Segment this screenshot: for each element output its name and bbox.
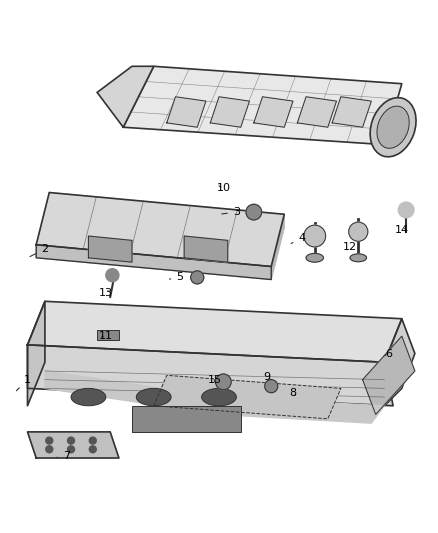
Text: 14: 14: [395, 224, 409, 235]
Circle shape: [46, 446, 53, 453]
Polygon shape: [36, 192, 284, 266]
Circle shape: [398, 202, 414, 218]
Circle shape: [265, 379, 278, 393]
Polygon shape: [167, 97, 206, 127]
Circle shape: [215, 374, 231, 390]
Circle shape: [89, 446, 96, 453]
Circle shape: [67, 437, 74, 444]
Polygon shape: [28, 301, 45, 406]
Text: 11: 11: [99, 331, 113, 341]
Bar: [132, 406, 241, 432]
Circle shape: [89, 437, 96, 444]
Circle shape: [246, 204, 261, 220]
Text: 2: 2: [30, 244, 49, 256]
Polygon shape: [45, 371, 385, 423]
Polygon shape: [28, 301, 402, 362]
Polygon shape: [385, 319, 415, 406]
Polygon shape: [36, 245, 271, 279]
Text: 7: 7: [57, 451, 70, 461]
Polygon shape: [254, 97, 293, 127]
Polygon shape: [271, 214, 284, 279]
Text: 13: 13: [99, 288, 113, 297]
Bar: [97, 329, 119, 341]
Circle shape: [349, 222, 368, 241]
Text: 12: 12: [343, 242, 357, 252]
Ellipse shape: [350, 254, 367, 262]
Circle shape: [304, 225, 325, 247]
Text: 6: 6: [385, 349, 392, 359]
Circle shape: [106, 269, 119, 282]
Ellipse shape: [201, 389, 237, 406]
Text: 5: 5: [170, 272, 184, 282]
Ellipse shape: [377, 106, 409, 148]
Text: 1: 1: [16, 375, 31, 391]
Polygon shape: [123, 66, 402, 144]
Polygon shape: [28, 345, 393, 406]
Polygon shape: [28, 432, 119, 458]
Polygon shape: [184, 236, 228, 262]
Circle shape: [46, 437, 53, 444]
Text: 8: 8: [290, 387, 297, 398]
Ellipse shape: [370, 98, 416, 157]
Ellipse shape: [136, 389, 171, 406]
Polygon shape: [210, 97, 250, 127]
Polygon shape: [154, 375, 341, 419]
Polygon shape: [97, 66, 154, 127]
Text: 15: 15: [208, 375, 222, 385]
Polygon shape: [363, 336, 415, 415]
Circle shape: [191, 271, 204, 284]
Ellipse shape: [71, 389, 106, 406]
Text: 10: 10: [216, 183, 230, 193]
Text: 3: 3: [222, 207, 240, 217]
Text: 4: 4: [291, 233, 305, 244]
Ellipse shape: [306, 254, 323, 262]
Polygon shape: [297, 97, 336, 127]
Text: 9: 9: [263, 373, 271, 383]
Circle shape: [67, 446, 74, 453]
Polygon shape: [88, 236, 132, 262]
Polygon shape: [332, 97, 371, 127]
